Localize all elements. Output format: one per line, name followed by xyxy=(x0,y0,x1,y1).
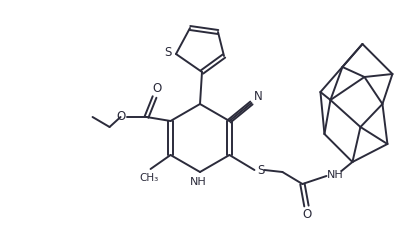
Text: O: O xyxy=(116,110,125,123)
Text: NH: NH xyxy=(327,170,344,180)
Text: NH: NH xyxy=(190,177,206,187)
Text: O: O xyxy=(303,208,312,220)
Text: S: S xyxy=(164,47,172,59)
Text: CH₃: CH₃ xyxy=(139,173,158,183)
Text: S: S xyxy=(257,165,264,178)
Text: N: N xyxy=(254,89,263,102)
Text: O: O xyxy=(152,83,161,95)
